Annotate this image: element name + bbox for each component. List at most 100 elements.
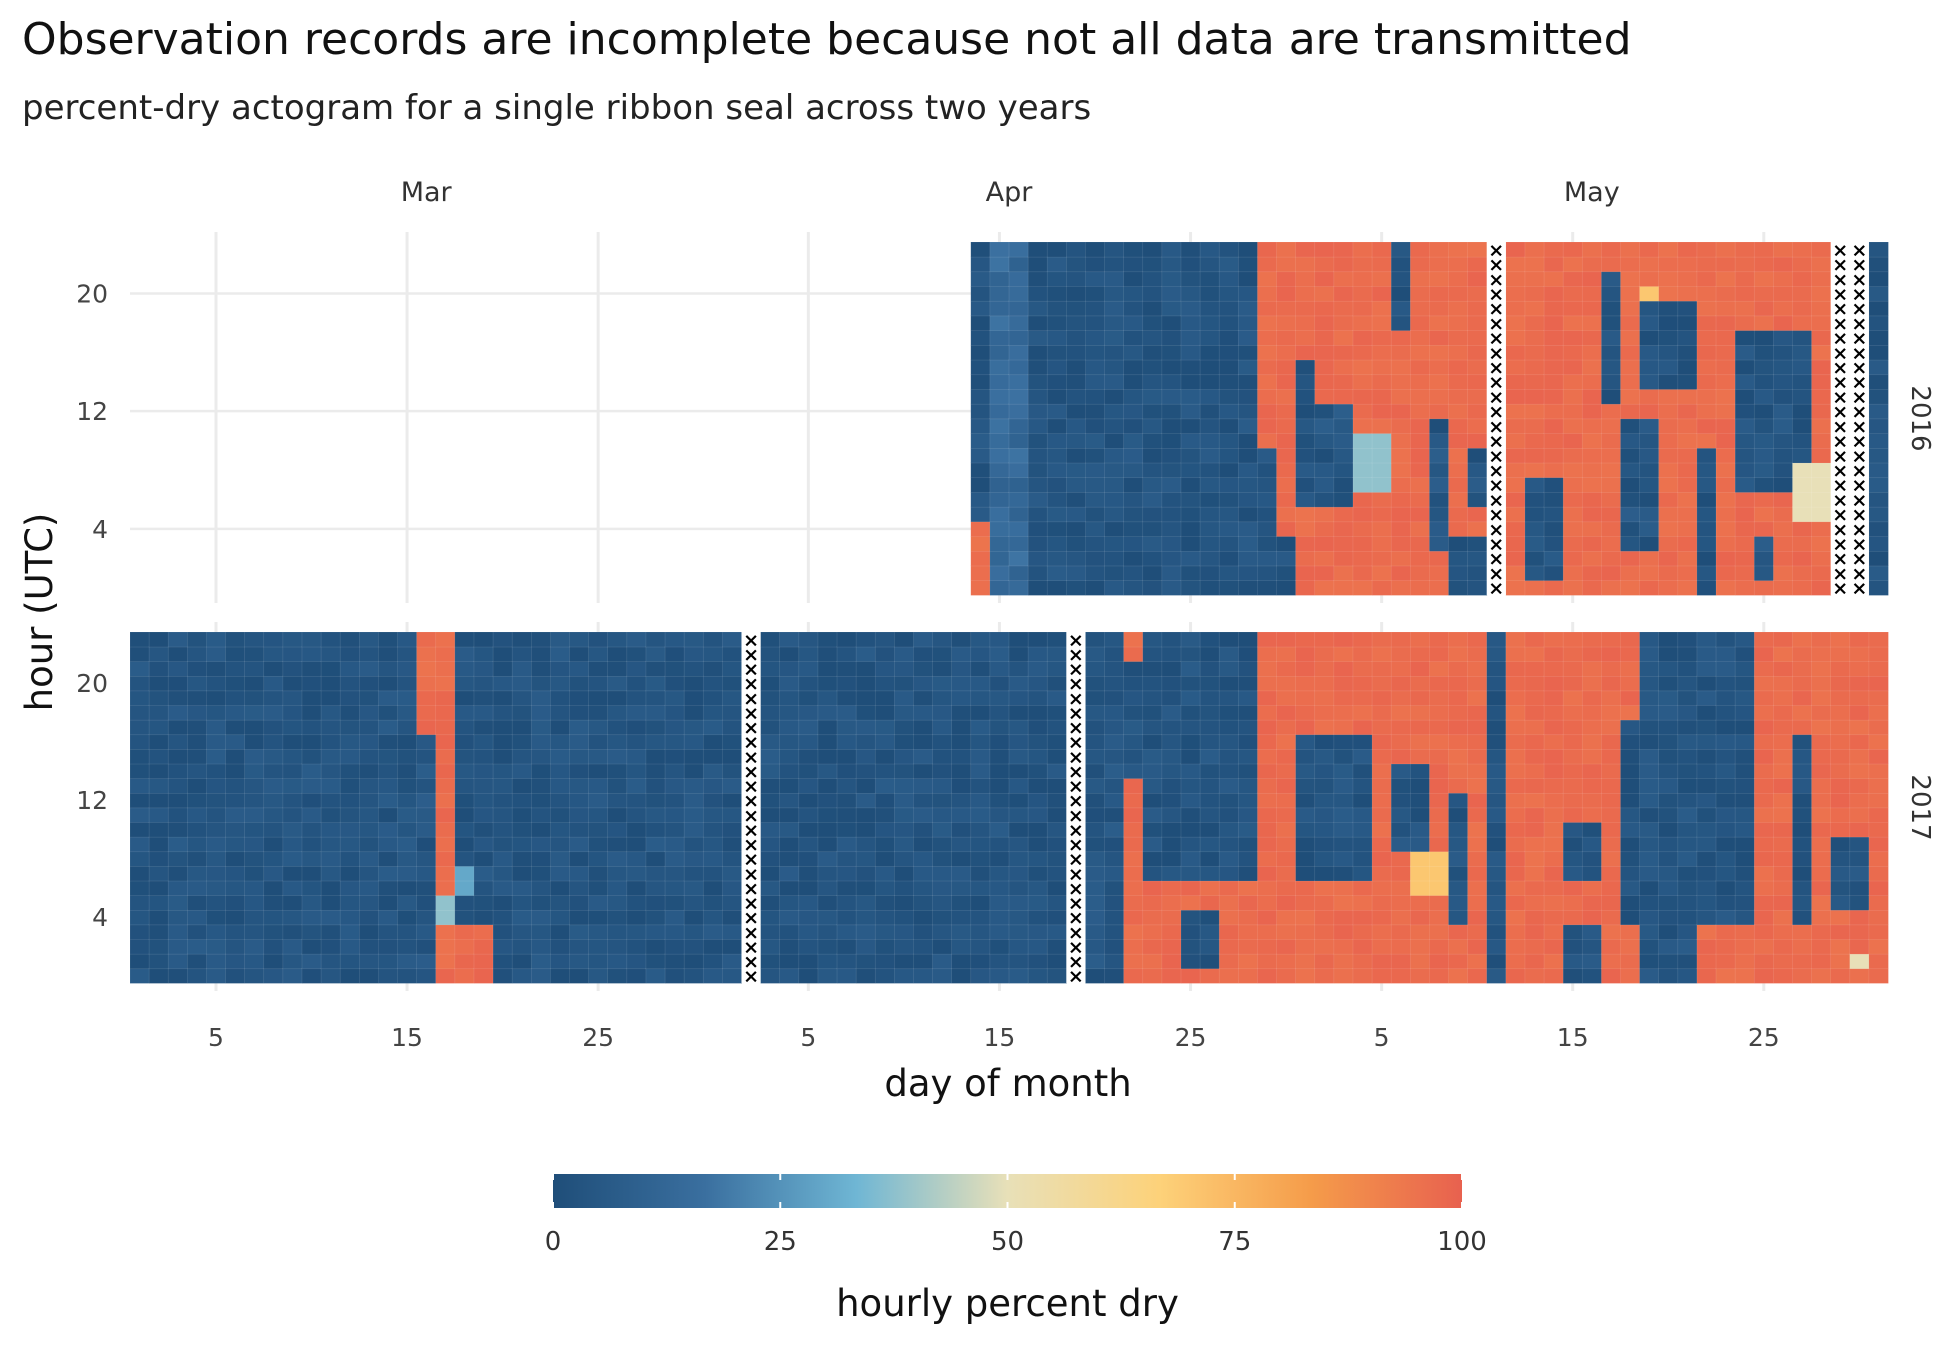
heatmap-cell	[473, 894, 494, 911]
heatmap-cell	[1123, 506, 1144, 523]
heatmap-cell	[1409, 690, 1431, 706]
heatmap-cell	[1066, 359, 1087, 376]
heatmap-cell	[1409, 344, 1431, 361]
heatmap-cell	[1792, 777, 1813, 794]
heatmap-cell	[1390, 792, 1411, 809]
missing-marker: ×	[1488, 431, 1504, 453]
heatmap-cell	[1543, 748, 1564, 765]
heatmap-cell	[359, 675, 380, 692]
missing-marker: ×	[1068, 951, 1084, 973]
heatmap-cell	[1773, 344, 1794, 361]
heatmap-cell	[1811, 359, 1832, 376]
heatmap-cell	[855, 821, 876, 838]
heatmap-cell	[1868, 285, 1889, 302]
heatmap-cell	[550, 968, 571, 984]
heatmap-cell	[1295, 491, 1316, 508]
heatmap-cell	[320, 777, 341, 794]
heatmap-cell	[1753, 256, 1775, 273]
heatmap-cell	[1238, 909, 1259, 926]
heatmap-cell	[435, 792, 456, 809]
heatmap-cell	[1773, 315, 1794, 331]
missing-marker: ×	[1488, 401, 1504, 423]
heatmap-cell	[1390, 646, 1411, 662]
heatmap-cell	[1467, 285, 1488, 302]
heatmap-cell	[1505, 777, 1526, 794]
heatmap-cell	[1371, 300, 1392, 317]
heatmap-cell	[1218, 734, 1240, 750]
heatmap-cell	[1276, 315, 1297, 331]
heatmap-cell	[530, 704, 552, 721]
x-tick-label: 15	[391, 1023, 423, 1052]
heatmap-cell	[1524, 344, 1545, 361]
heatmap-cell	[1008, 719, 1029, 736]
heatmap-cell	[1066, 256, 1087, 273]
heatmap-cell	[435, 675, 456, 692]
heatmap-cell	[320, 953, 341, 970]
heatmap-cell	[1773, 388, 1794, 405]
heatmap-cell	[1715, 271, 1736, 287]
heatmap-cell	[1811, 968, 1832, 984]
heatmap-cell	[1677, 894, 1698, 911]
heatmap-cell	[1581, 821, 1603, 838]
heatmap-cell	[511, 734, 532, 750]
heatmap-cell	[530, 865, 552, 882]
heatmap-cell	[129, 807, 150, 823]
heatmap-cell	[187, 909, 208, 926]
heatmap-cell	[397, 763, 418, 779]
heatmap-cell	[282, 807, 303, 823]
heatmap-cell	[1085, 388, 1106, 405]
heatmap-cell	[1409, 447, 1431, 464]
heatmap-cell	[1276, 734, 1297, 750]
heatmap-cell	[263, 646, 284, 662]
heatmap-cell	[1276, 359, 1297, 376]
heatmap-cell	[1830, 953, 1851, 970]
heatmap-cell	[473, 938, 494, 955]
heatmap-cell	[1218, 924, 1240, 940]
heatmap-cell	[874, 807, 896, 823]
heatmap-cell	[1180, 506, 1201, 523]
heatmap-cell	[492, 851, 513, 867]
heatmap-cell	[1142, 418, 1163, 434]
heatmap-cell	[167, 704, 189, 721]
heatmap-cell	[1352, 646, 1373, 662]
heatmap-cell	[1295, 271, 1316, 287]
heatmap-cell	[1581, 880, 1603, 896]
heatmap-cell	[167, 851, 189, 867]
heatmap-cell	[1677, 719, 1698, 736]
heatmap-cell	[492, 894, 513, 911]
heatmap-cell	[511, 660, 532, 677]
heatmap-cell	[1008, 521, 1029, 537]
heatmap-cell	[1677, 477, 1698, 493]
heatmap-cell	[1562, 300, 1583, 317]
heatmap-cell	[1008, 329, 1029, 346]
heatmap-cell	[1429, 300, 1450, 317]
missing-day-column	[1830, 242, 1850, 595]
heatmap-cell	[1639, 807, 1660, 823]
heatmap-cell	[1753, 734, 1775, 750]
heatmap-cell	[664, 953, 685, 970]
heatmap-cell	[1066, 300, 1087, 317]
heatmap-cell	[1543, 329, 1564, 346]
heatmap-cell	[1008, 506, 1029, 523]
heatmap-cell	[664, 924, 685, 940]
heatmap-cell	[1639, 477, 1660, 493]
heatmap-cell	[1066, 447, 1087, 464]
heatmap-cell	[1639, 924, 1660, 940]
heatmap-cell	[530, 968, 552, 984]
missing-marker: ×	[743, 936, 759, 958]
x-tick-label: 5	[800, 1023, 816, 1052]
heatmap-cell	[1199, 579, 1220, 596]
heatmap-cell	[1715, 447, 1736, 464]
heatmap-cell	[1180, 646, 1201, 662]
heatmap-cell	[397, 968, 418, 984]
heatmap-cell	[167, 719, 189, 736]
heatmap-cell	[1199, 447, 1220, 464]
heatmap-cell	[1696, 285, 1717, 302]
heatmap-cell	[320, 660, 341, 677]
heatmap-cell	[913, 792, 934, 809]
heatmap-cell	[1773, 748, 1794, 765]
heatmap-cell	[1180, 821, 1201, 838]
heatmap-cell	[301, 880, 322, 896]
heatmap-cell	[1333, 631, 1354, 648]
heatmap-cell	[301, 748, 322, 765]
